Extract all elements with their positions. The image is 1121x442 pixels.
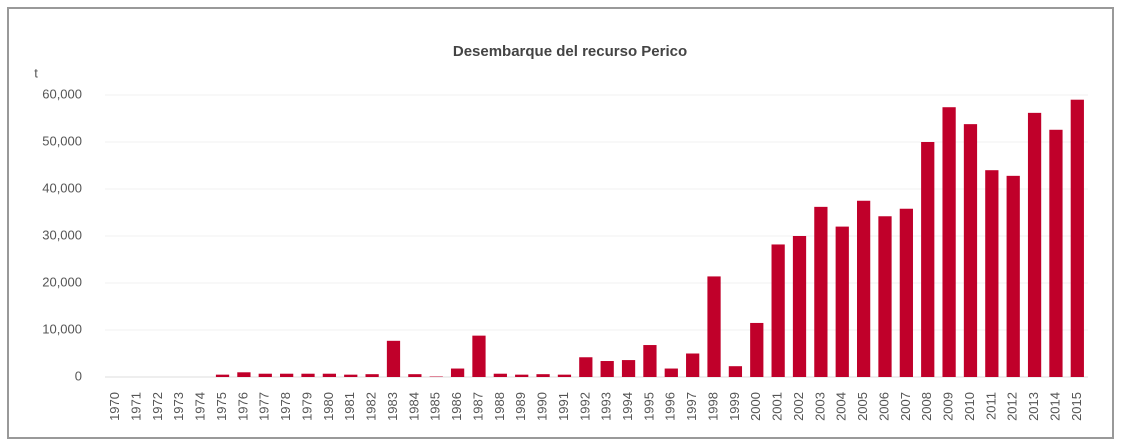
bar <box>771 244 785 377</box>
bar <box>835 226 849 377</box>
bar <box>280 373 294 377</box>
x-tick-label: 2014 <box>1047 392 1062 421</box>
x-tick-label: 1990 <box>535 392 550 421</box>
bar <box>963 124 978 377</box>
bar <box>557 374 572 377</box>
y-tick-label: 0 <box>75 368 82 383</box>
bar <box>579 357 593 377</box>
bar <box>985 170 999 377</box>
bar <box>643 345 657 377</box>
x-tick-label: 1989 <box>513 392 528 421</box>
x-tick-label: 1976 <box>235 392 250 421</box>
bar <box>878 216 892 377</box>
y-tick-label: 50,000 <box>42 133 82 148</box>
x-tick-label: 1977 <box>257 392 272 421</box>
x-tick-label: 2005 <box>855 392 870 421</box>
x-tick-label: 1991 <box>556 392 571 421</box>
bar <box>536 374 550 377</box>
chart-title: Desembarque del recurso Perico <box>453 43 687 60</box>
x-tick-label: 1980 <box>321 392 336 421</box>
x-tick-label: 2009 <box>941 392 956 421</box>
x-tick-label: 1984 <box>406 392 421 421</box>
x-tick-label: 1985 <box>428 392 443 421</box>
x-tick-label: 2002 <box>791 392 806 421</box>
bar <box>472 335 486 377</box>
bar <box>515 374 529 377</box>
x-tick-label: 1978 <box>278 392 293 421</box>
x-tick-label: 1999 <box>727 392 742 421</box>
x-tick-label: 1972 <box>150 392 165 421</box>
bar <box>856 200 871 377</box>
x-tick-label: 2012 <box>1005 392 1020 421</box>
x-tick-label: 1973 <box>171 392 186 421</box>
y-tick-label: 40,000 <box>42 180 82 195</box>
bar <box>344 374 358 377</box>
bar <box>814 206 828 377</box>
bar <box>600 361 614 377</box>
x-tick-label: 1982 <box>364 392 379 421</box>
bar <box>621 360 636 377</box>
x-tick-label: 2011 <box>983 392 998 420</box>
bar <box>750 322 764 377</box>
x-tick-label: 2006 <box>876 392 891 421</box>
bar <box>301 373 315 377</box>
x-tick-label: 1996 <box>663 392 678 421</box>
x-tick-label: 1986 <box>449 392 464 421</box>
bar <box>792 236 807 377</box>
x-tick-label: 1998 <box>705 392 720 421</box>
x-tick-label: 2007 <box>898 392 913 421</box>
x-tick-label: 1975 <box>214 392 229 421</box>
bar <box>1070 99 1084 377</box>
x-tick-label: 1992 <box>577 392 592 421</box>
bar <box>493 373 507 377</box>
x-tick-label: 1994 <box>620 392 635 421</box>
x-tick-label: 2004 <box>834 392 849 421</box>
y-tick-label: 10,000 <box>42 321 82 336</box>
bar <box>686 353 700 377</box>
y-tick-label: 20,000 <box>42 274 82 289</box>
bar <box>365 374 379 377</box>
x-tick-label: 1995 <box>641 392 656 421</box>
x-tick-label: 1979 <box>299 392 314 421</box>
bar <box>1027 112 1042 378</box>
x-tick-label: 1970 <box>107 392 122 421</box>
x-tick-label: 1988 <box>492 392 507 421</box>
x-tick-label: 2013 <box>1026 392 1041 421</box>
x-tick-label: 1993 <box>599 392 614 421</box>
x-tick-label: 1997 <box>684 392 699 421</box>
x-tick-label: 2008 <box>919 392 934 421</box>
bar <box>386 340 401 377</box>
x-tick-label: 2003 <box>812 392 827 421</box>
bar <box>450 368 465 377</box>
bar <box>921 142 935 377</box>
x-tick-label: 2010 <box>962 392 977 421</box>
bar <box>237 372 251 377</box>
x-tick-label: 1981 <box>342 392 357 421</box>
bar <box>408 374 422 377</box>
bar <box>942 107 956 377</box>
y-axis-label: t <box>34 65 38 80</box>
x-tick-label: 2000 <box>748 392 763 421</box>
bar <box>664 368 678 377</box>
x-tick-label: 1974 <box>193 392 208 421</box>
bar <box>899 208 913 377</box>
x-tick-label: 2015 <box>1069 392 1084 421</box>
bar <box>1006 175 1020 377</box>
bar <box>322 373 337 377</box>
x-tick-label: 1983 <box>385 392 400 421</box>
bar <box>707 276 721 377</box>
bar <box>1049 129 1063 377</box>
x-tick-label: 1971 <box>128 392 143 421</box>
bar <box>258 373 272 377</box>
y-tick-label: 60,000 <box>42 86 82 101</box>
bar <box>215 374 230 377</box>
x-tick-label: 1987 <box>470 392 485 421</box>
bar <box>728 366 743 377</box>
y-tick-label: 30,000 <box>42 227 82 242</box>
x-tick-label: 2001 <box>770 392 785 421</box>
